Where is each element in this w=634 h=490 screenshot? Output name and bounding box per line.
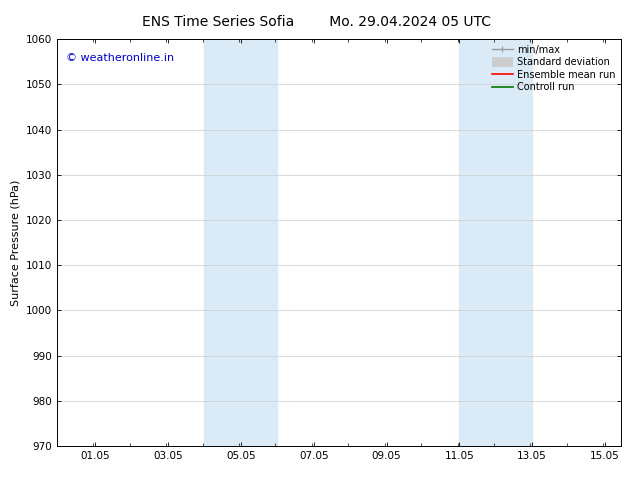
Text: © weatheronline.in: © weatheronline.in (65, 53, 174, 63)
Legend: min/max, Standard deviation, Ensemble mean run, Controll run: min/max, Standard deviation, Ensemble me… (488, 41, 619, 96)
Text: ENS Time Series Sofia        Mo. 29.04.2024 05 UTC: ENS Time Series Sofia Mo. 29.04.2024 05 … (143, 15, 491, 29)
Bar (459, 39, 532, 446)
Y-axis label: Surface Pressure (hPa): Surface Pressure (hPa) (10, 179, 20, 306)
Bar (205, 39, 277, 446)
